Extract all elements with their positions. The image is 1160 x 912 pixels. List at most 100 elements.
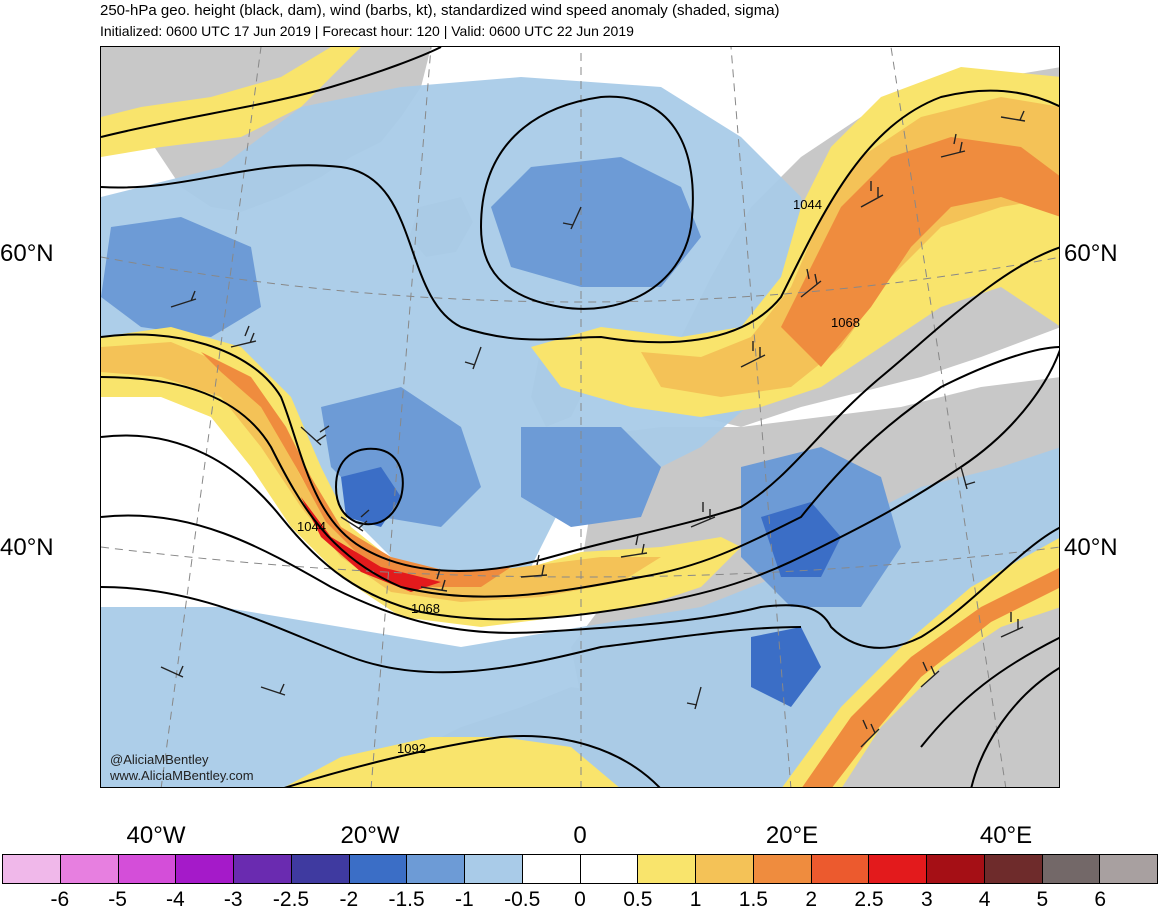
greenland-land [101,47,431,212]
mid-blue-core-west [101,217,261,337]
colorbar-tick-label: -5 [108,888,127,911]
colorbar-swatch [522,855,581,883]
colorbar-swatch [1042,855,1101,883]
colorbar-swatch [1100,855,1157,883]
colorbar-swatch [984,855,1043,883]
wind-barb [562,206,582,230]
lon-label-40e: 40°E [979,822,1033,849]
contour-label: 1092 [397,741,426,756]
map-panel: 1044 1068 1044 1068 1092 [100,46,1060,788]
lat-label-40n-right: 40°N [1064,534,1118,561]
colorbar-tick-label: 2.5 [854,888,884,911]
contour-line [101,349,1059,621]
contour-label: 1044 [297,519,326,534]
colorbar-tick-label: 2 [805,888,818,911]
colorbar-tick-label: 6 [1094,888,1107,911]
colorbar-tick-label: 0.5 [623,888,653,911]
colorbar-tick-label: -1 [455,888,474,911]
chart-subtitle: Initialized: 0600 UTC 17 Jun 2019 | Fore… [100,23,634,39]
graticule-line [101,256,1059,303]
wind-barb [160,665,184,678]
graticule-line [730,47,792,787]
colorbar-swatch [465,855,523,883]
lon-label-0: 0 [573,822,587,849]
credit-handle: @AliciaMBentley [110,752,209,767]
colorbar-tick-label: 0 [574,888,586,911]
colorbar-tick-label: -2 [339,888,359,911]
wind-barb [690,502,716,528]
jet-deep-orange-band [201,352,511,587]
contour-line [101,514,1059,649]
graticule-line [370,47,432,787]
contour-label: 1068 [411,601,440,616]
contour-label: 1068 [831,315,860,330]
wind-barbs [160,110,1026,748]
contour-line [101,346,1059,598]
jet-orange-band-southeast [802,568,1059,787]
contour-line [101,47,442,138]
colorbar-tick-label: -3 [223,888,243,911]
contour-label: 1044 [793,197,822,212]
contour-line [334,447,404,526]
graticule-line [101,546,1059,578]
contour-line [101,89,1059,344]
wind-barb [860,719,880,748]
anomaly-shading [101,47,1059,787]
colorbar-swatch [407,855,465,883]
contour-labels: 1044 1068 1044 1068 1092 [297,197,860,756]
height-contours [101,47,1059,787]
map-svg: 1044 1068 1044 1068 1092 [101,47,1059,787]
colorbar-swatch [118,855,177,883]
lon-label-40w: 40°W [126,822,186,849]
colorbar-tick-label: 1 [689,888,702,911]
negative-anomaly-south [101,447,1059,787]
wind-barb [340,509,370,532]
colorbar-tick-label: -0.5 [504,888,541,911]
mid-blue-core-europe [521,427,661,527]
colorbar-swatch [638,855,696,883]
wind-barb [800,268,822,298]
colorbar [2,854,1158,884]
colorbar-tick-label: 3 [920,888,933,911]
colorbar-swatch [869,855,927,883]
colorbar-swatch [291,855,350,883]
colorbar-swatch [696,855,754,883]
colorbar-swatch [580,855,639,883]
dark-blue-core-west [341,467,401,527]
lat-label-40n-left: 40°N [0,534,54,561]
jet-red-core [301,497,441,592]
lat-label-60n-right: 60°N [1064,240,1118,267]
colorbar-swatch [753,855,812,883]
colorbar-swatch [811,855,870,883]
wind-barb [620,534,648,558]
colorbar-tick-label: 4 [978,888,991,911]
jet-yellow-band-africa [284,737,619,787]
wind-barb [940,133,966,158]
colorbar-tick-label: -2.5 [272,888,310,911]
jet-yellow-band-greenland [101,47,361,157]
colorbar-tick-label: 5 [1036,888,1049,911]
wind-barb [420,568,448,592]
wind-barb [740,341,766,368]
colorbar-tick-label: -4 [166,888,185,911]
contour-line [920,636,1059,748]
chart-title: 250-hPa geo. height (black, dam), wind (… [100,2,780,19]
dark-blue-core-south [751,627,821,707]
wind-barb [464,346,482,370]
wind-barb [920,661,940,688]
jet-deep-orange-north [781,137,1059,367]
wind-barb [230,325,257,348]
wind-barb [860,181,884,208]
mid-blue-core-north [491,157,701,287]
colorbar-swatch [60,855,119,883]
contour-line [101,246,1059,572]
contour-line [479,95,694,310]
jet-orange-band-main [101,342,661,602]
wind-barb [300,425,330,446]
lon-label-20e: 20°E [765,822,819,849]
colorbar-tick-label: -1.5 [388,888,425,911]
colorbar-swatch [927,855,985,883]
credit-site: www.AliciaMBentley.com [110,768,254,783]
wind-barb [260,683,286,696]
contour-line [101,586,802,674]
